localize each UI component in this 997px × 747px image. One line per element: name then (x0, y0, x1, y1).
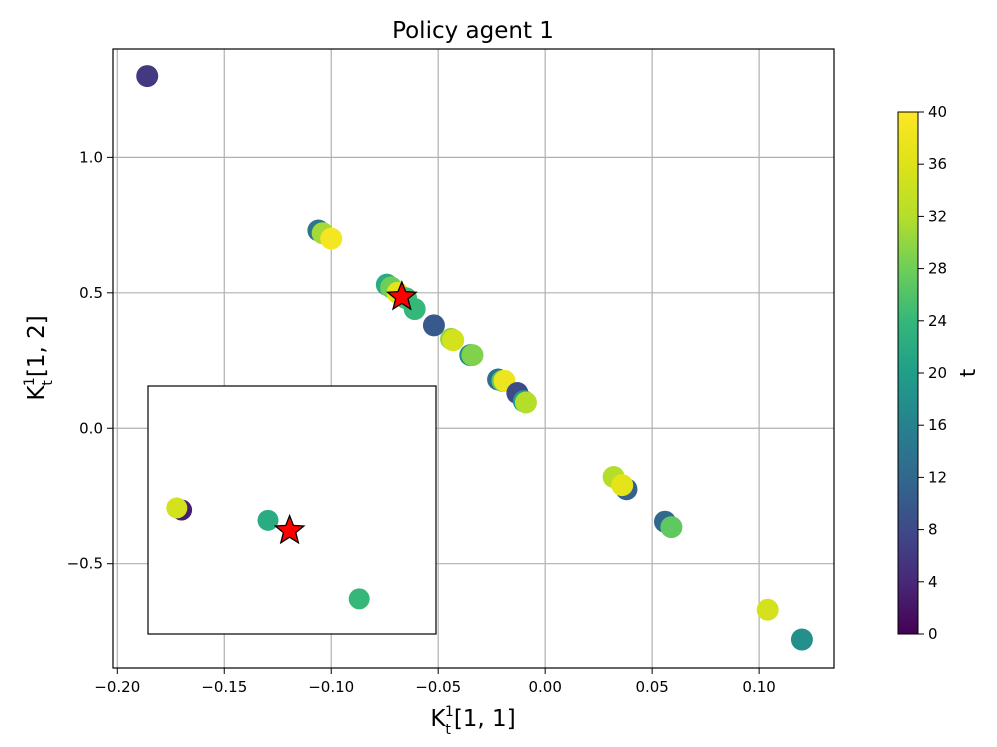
y-tick-label: 0.0 (79, 419, 103, 437)
x-tick-label: −0.15 (201, 678, 247, 696)
y-tick-label: 1.0 (79, 148, 103, 166)
scatter-point (136, 65, 159, 88)
x-tick-label: 0.00 (528, 678, 561, 696)
colorbar-tick-label: 20 (928, 364, 947, 382)
scatter-point (320, 227, 343, 250)
star-marker (385, 280, 418, 311)
y-axis-ticks: −0.5 0.0 0.5 1.0 (67, 148, 113, 573)
inset-point (348, 588, 370, 610)
scatter-point (514, 391, 537, 414)
colorbar-tick-label: 8 (928, 521, 938, 539)
scatter-point (442, 329, 465, 352)
x-tick-label: 0.05 (635, 678, 668, 696)
x-tick-label: 0.10 (742, 678, 775, 696)
colorbar-tick-label: 32 (928, 207, 947, 225)
colorbar-label: t (956, 369, 980, 377)
inset-axes (147, 385, 437, 635)
colorbar-tick-label: 4 (928, 573, 938, 591)
scatter-point (422, 314, 445, 337)
inset-point (166, 497, 188, 519)
scatter-point (611, 474, 634, 497)
scatter-point (461, 344, 484, 367)
scatter-point (660, 516, 683, 539)
scatter-point (790, 628, 813, 651)
y-tick-label: −0.5 (67, 555, 103, 573)
scatter-point (756, 598, 779, 621)
colorbar-tick-label: 16 (928, 416, 947, 434)
colorbar-tick-label: 24 (928, 312, 947, 330)
inset-star-marker (273, 513, 306, 545)
inset-point (257, 509, 279, 531)
colorbar-tick-label: 36 (928, 155, 947, 173)
chart-title: Policy agent 1 (392, 18, 554, 44)
axes-frame (112, 48, 835, 669)
x-tick-label: −0.20 (94, 678, 140, 696)
colorbar-tick-label: 40 (928, 103, 947, 121)
star-marker-group (385, 280, 418, 311)
x-tick-label: −0.10 (308, 678, 354, 696)
colorbar-tick-label: 0 (928, 625, 938, 643)
x-axis-ticks: −0.20 −0.15 −0.10 −0.05 0.00 0.05 0.10 (94, 668, 776, 696)
inset-frame (147, 385, 437, 635)
y-tick-label: 0.5 (79, 284, 103, 302)
scatter-points (136, 65, 813, 651)
colorbar-tick-label: 28 (928, 260, 947, 278)
colorbar-tick-label: 12 (928, 468, 947, 486)
x-tick-label: −0.05 (415, 678, 461, 696)
colorbar-ticks: 0 4 8 12 16 20 24 28 32 36 40 (918, 103, 947, 643)
colorbar (897, 111, 919, 635)
